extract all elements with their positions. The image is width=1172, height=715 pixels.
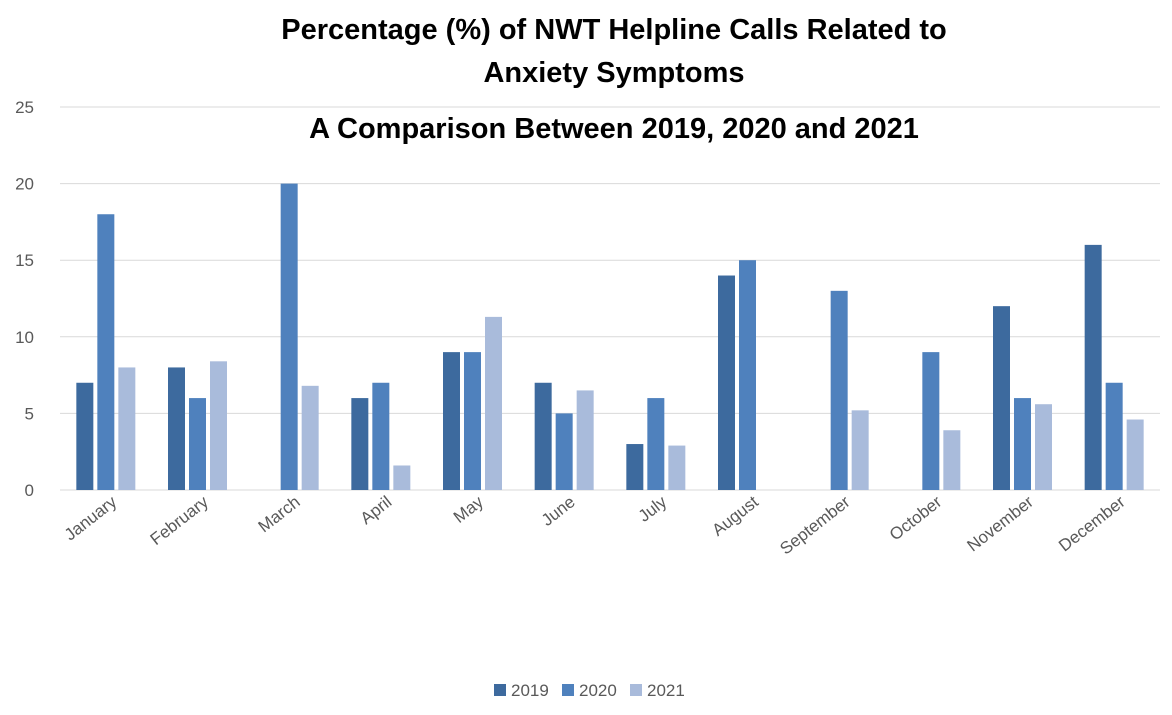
bar-2021-april bbox=[393, 465, 411, 490]
bar-2020-april bbox=[372, 382, 390, 490]
legend-swatch bbox=[562, 684, 574, 696]
bar-2019-december bbox=[1084, 244, 1102, 490]
x-tick-label: April bbox=[357, 492, 396, 528]
x-tick-label: May bbox=[450, 492, 487, 527]
x-tick-label: February bbox=[147, 492, 213, 549]
chart-title-line-1: Percentage (%) of NWT Helpline Calls Rel… bbox=[281, 14, 947, 46]
bar-2019-july bbox=[626, 444, 644, 490]
bar-2020-march bbox=[280, 183, 298, 490]
bar-2020-july bbox=[647, 398, 665, 490]
gridlines bbox=[60, 106, 1160, 491]
legend-item-2021: 2021 bbox=[630, 681, 685, 700]
chart-title-line-2: Anxiety Symptoms bbox=[483, 57, 744, 89]
legend-swatch bbox=[630, 684, 642, 696]
x-tick-label: January bbox=[61, 492, 121, 545]
legend-label: 2019 bbox=[511, 681, 549, 700]
bar-2019-april bbox=[351, 398, 369, 490]
chart-title-line-3: A Comparison Between 2019, 2020 and 2021 bbox=[309, 113, 919, 145]
x-tick-label: November bbox=[963, 492, 1037, 555]
bar-2020-may bbox=[464, 352, 481, 490]
bar-2020-june bbox=[555, 413, 573, 490]
bar-2020-january bbox=[97, 214, 115, 491]
x-tick-label: September bbox=[776, 492, 853, 558]
bar-2019-february bbox=[168, 367, 185, 490]
bar-2021-october bbox=[943, 430, 961, 490]
legend-swatch bbox=[494, 684, 506, 696]
y-tick-label: 0 bbox=[25, 481, 34, 500]
bar-2021-september bbox=[851, 410, 869, 490]
bar-2019-january bbox=[76, 382, 94, 490]
bar-2019-may bbox=[443, 352, 460, 490]
bar-2021-march bbox=[301, 385, 319, 490]
y-tick-label: 5 bbox=[25, 404, 34, 423]
bar-2019-august bbox=[718, 275, 735, 490]
legend: 2019 2020 2021 bbox=[494, 681, 685, 700]
bar-2021-june bbox=[576, 390, 594, 490]
y-tick-label: 15 bbox=[15, 251, 34, 270]
y-axis: 0 5 10 15 20 25 bbox=[15, 98, 34, 500]
x-tick-label: July bbox=[635, 492, 671, 526]
y-tick-label: 10 bbox=[15, 328, 34, 347]
x-tick-label: June bbox=[538, 492, 579, 530]
bar-2021-july bbox=[668, 445, 686, 490]
bar-2020-august bbox=[739, 260, 756, 490]
x-axis: January February March April May June July Augu… bbox=[61, 492, 1129, 558]
bar-2020-november bbox=[1014, 398, 1031, 490]
x-tick-label: October bbox=[886, 492, 946, 544]
y-tick-label: 25 bbox=[15, 98, 34, 117]
bar-2021-december bbox=[1126, 419, 1144, 490]
legend-item-2020: 2020 bbox=[562, 681, 617, 700]
legend-label: 2021 bbox=[647, 681, 685, 700]
bar-2020-october bbox=[922, 352, 940, 490]
bar-2020-february bbox=[189, 398, 206, 490]
y-tick-label: 20 bbox=[15, 175, 34, 194]
bar-2020-december bbox=[1105, 382, 1123, 490]
legend-label: 2020 bbox=[579, 681, 617, 700]
bar-2019-june bbox=[534, 382, 552, 490]
chart-title: Percentage (%) of NWT Helpline Calls Rel… bbox=[281, 14, 947, 145]
bar-2021-january bbox=[118, 367, 136, 490]
bar-2020-september bbox=[830, 290, 848, 490]
x-tick-label: March bbox=[255, 492, 304, 536]
x-tick-label: December bbox=[1055, 492, 1129, 555]
bar-2021-november bbox=[1035, 404, 1052, 490]
bar-2021-may bbox=[485, 316, 502, 490]
bar-2021-february bbox=[210, 361, 227, 490]
x-tick-label: August bbox=[709, 492, 763, 540]
legend-item-2019: 2019 bbox=[494, 681, 549, 700]
bar-2019-november bbox=[993, 306, 1010, 490]
bars bbox=[76, 183, 1144, 491]
